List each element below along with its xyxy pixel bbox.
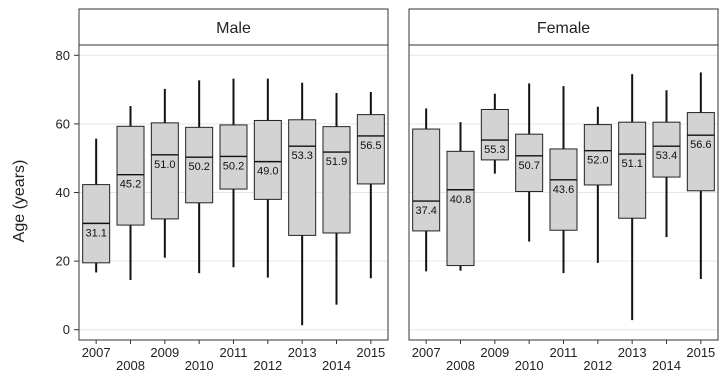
box-iqr	[150, 122, 179, 220]
y-tick-label: 0	[63, 322, 70, 337]
median-value-label: 56.6	[690, 139, 711, 151]
box-male-2009: 51.0	[150, 88, 179, 258]
y-tick-label: 40	[56, 185, 70, 200]
x-tick-label: 2013	[288, 345, 317, 360]
facet-strip-label: Male	[216, 20, 251, 37]
facet-strip-label: Female	[537, 20, 590, 37]
median-value-label: 50.2	[188, 161, 209, 173]
x-tick-label: 2007	[82, 345, 111, 360]
box-male-2013: 53.3	[288, 82, 317, 326]
x-tick-label: 2011	[550, 345, 578, 360]
x-tick-label: 2013	[618, 345, 647, 360]
x-tick-label: 2009	[150, 345, 179, 360]
x-tick-label: 2010	[185, 358, 214, 373]
median-value-label: 51.0	[154, 159, 175, 171]
x-tick-label: 2014	[652, 358, 681, 373]
x-tick-label: 2014	[322, 358, 351, 373]
median-value-label: 55.3	[484, 144, 505, 156]
median-value-label: 52.0	[587, 155, 608, 167]
box-male-2008: 45.2	[116, 106, 145, 280]
median-value-label: 50.7	[518, 160, 539, 172]
panel-male: Male 31.1 2007 45.2 2008 51.0 2009 50.2 2010 50.2…	[78, 8, 389, 373]
x-tick-label: 2009	[480, 345, 509, 360]
box-iqr	[480, 108, 509, 161]
box-female-2011: 43.6	[549, 86, 578, 274]
median-value-label: 53.3	[291, 150, 312, 162]
median-value-label: 56.5	[360, 140, 381, 152]
box-female-2013: 51.1	[618, 74, 647, 321]
median-value-label: 43.6	[553, 184, 574, 196]
x-tick-label: 2007	[412, 345, 441, 360]
x-tick-label: 2008	[116, 358, 145, 373]
x-tick-label: 2012	[583, 358, 612, 373]
box-iqr	[549, 148, 578, 231]
facet-panels: 0 20 40 60 80 Male 31.1 2007 45.2 2008 51.0 2009 50.…	[56, 8, 719, 373]
box-iqr	[618, 121, 647, 219]
facet-strip	[78, 8, 389, 46]
box-male-2014: 51.9	[322, 93, 351, 305]
box-female-2012: 52.0	[583, 106, 612, 263]
box-iqr	[446, 150, 475, 267]
median-value-label: 53.4	[656, 150, 677, 162]
box-female-2014: 53.4	[652, 90, 681, 238]
x-tick-label: 2015	[686, 345, 715, 360]
box-iqr	[185, 126, 214, 204]
y-tick-label: 80	[56, 48, 70, 63]
x-tick-label: 2011	[220, 345, 248, 360]
median-value-label: 51.1	[621, 158, 642, 170]
median-value-label: 40.8	[450, 194, 471, 206]
box-iqr	[253, 119, 282, 200]
median-value-label: 45.2	[120, 179, 141, 191]
box-iqr	[652, 121, 681, 178]
box-female-2008: 40.8	[446, 122, 475, 271]
box-iqr	[515, 133, 544, 192]
y-tick-label: 20	[56, 254, 70, 269]
box-iqr	[356, 114, 385, 185]
median-value-label: 31.1	[85, 227, 106, 239]
box-female-2009: 55.3	[480, 93, 509, 174]
y-axis-title: Age (years)	[11, 160, 28, 243]
box-female-2007: 37.4	[412, 108, 441, 272]
median-value-label: 50.2	[223, 160, 244, 172]
box-iqr	[583, 124, 612, 186]
median-value-label: 37.4	[415, 205, 436, 217]
panel-female: Female 37.4 2007 40.8 2008 55.3 2009 50.7 2010 43…	[408, 8, 719, 373]
box-male-2012: 49.0	[253, 78, 282, 278]
facet-strip	[408, 8, 719, 46]
box-iqr	[412, 128, 441, 232]
box-male-2010: 50.2	[185, 80, 214, 274]
x-tick-label: 2010	[515, 358, 544, 373]
box-iqr	[322, 126, 351, 234]
box-female-2010: 50.7	[515, 83, 544, 242]
box-male-2015: 56.5	[356, 91, 385, 279]
box-iqr	[116, 125, 145, 226]
median-value-label: 51.9	[326, 156, 347, 168]
x-tick-label: 2015	[356, 345, 385, 360]
box-iqr	[686, 112, 715, 192]
box-iqr	[288, 119, 317, 236]
median-value-label: 49.0	[257, 166, 278, 178]
x-tick-label: 2012	[253, 358, 282, 373]
box-female-2015: 56.6	[686, 72, 715, 279]
box-male-2011: 50.2	[219, 78, 248, 268]
x-tick-label: 2008	[446, 358, 475, 373]
box-male-2007: 31.1	[82, 138, 111, 273]
y-tick-label: 60	[56, 116, 70, 131]
